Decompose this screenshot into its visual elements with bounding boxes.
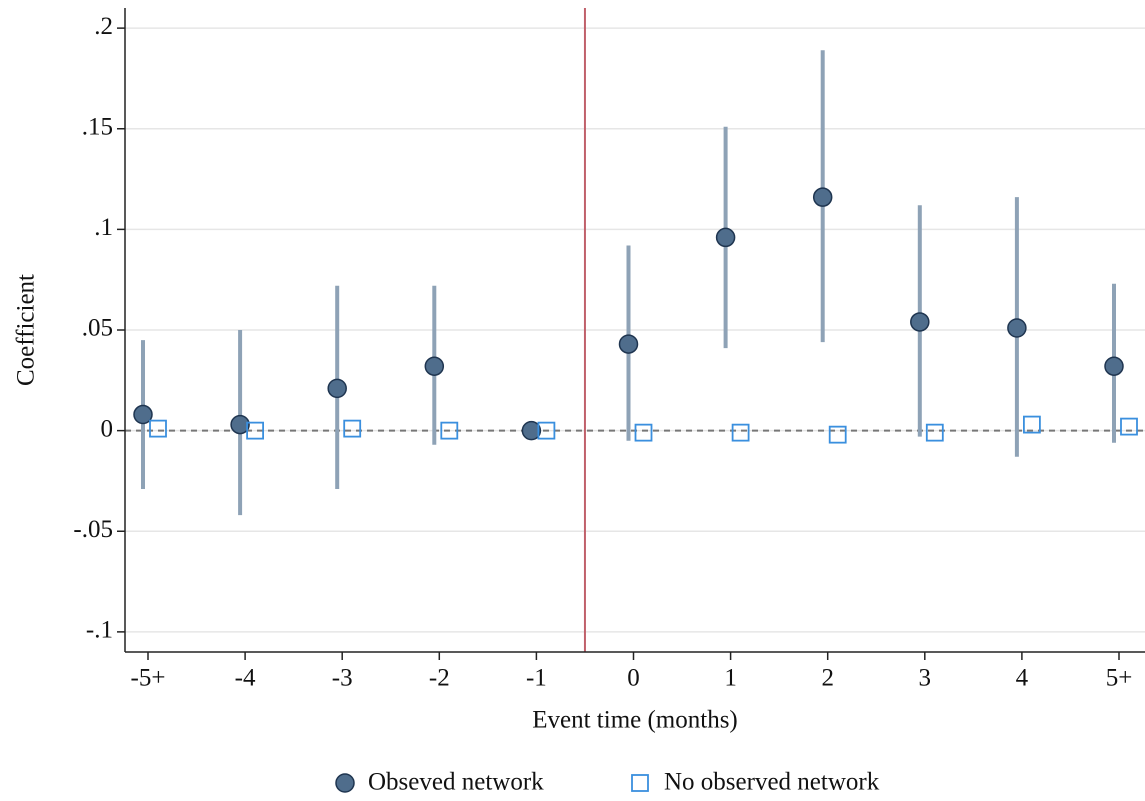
point bbox=[440, 421, 459, 440]
legend-label: Obseved network bbox=[368, 769, 544, 796]
y-tick-label: .1 bbox=[94, 214, 113, 241]
y-tick-label: .05 bbox=[82, 315, 113, 342]
point bbox=[910, 312, 930, 332]
x-tick-label: -3 bbox=[332, 665, 353, 692]
point bbox=[812, 187, 833, 207]
point bbox=[715, 227, 736, 248]
x-tick-label: -4 bbox=[235, 665, 256, 692]
x-tick-label: 2 bbox=[821, 665, 834, 692]
point bbox=[246, 421, 265, 440]
point bbox=[828, 425, 847, 444]
point bbox=[1120, 417, 1138, 436]
point bbox=[343, 419, 362, 438]
x-axis-title: Event time (months) bbox=[532, 707, 738, 734]
legend-marker bbox=[335, 773, 355, 793]
y-tick-label: -.1 bbox=[86, 617, 113, 644]
y-tick-label: .15 bbox=[82, 113, 113, 140]
point bbox=[1023, 415, 1041, 434]
legend-marker bbox=[631, 774, 649, 792]
y-axis-title: Coefficient bbox=[13, 274, 40, 386]
x-tick-label: -1 bbox=[526, 665, 547, 692]
x-tick-label: -5+ bbox=[131, 665, 166, 692]
point bbox=[230, 414, 250, 435]
x-tick-label: 4 bbox=[1016, 665, 1029, 692]
x-tick-label: 1 bbox=[724, 665, 737, 692]
point bbox=[149, 419, 167, 438]
point bbox=[521, 420, 542, 441]
y-tick-label: -.05 bbox=[73, 516, 113, 543]
y-tick-label: .2 bbox=[94, 13, 113, 40]
x-tick-label: -2 bbox=[429, 665, 450, 692]
point bbox=[1104, 356, 1124, 376]
x-tick-label: 3 bbox=[919, 665, 932, 692]
point bbox=[925, 423, 944, 442]
point bbox=[634, 423, 653, 442]
point bbox=[424, 356, 445, 376]
point bbox=[133, 404, 153, 425]
point bbox=[731, 423, 750, 442]
x-tick-label: 0 bbox=[627, 665, 640, 692]
point bbox=[537, 421, 556, 440]
point bbox=[327, 378, 347, 399]
x-tick-label: 5+ bbox=[1106, 665, 1133, 692]
y-tick-label: 0 bbox=[101, 415, 114, 442]
point bbox=[618, 334, 639, 354]
legend-label: No observed network bbox=[664, 769, 880, 796]
point bbox=[1007, 318, 1027, 338]
